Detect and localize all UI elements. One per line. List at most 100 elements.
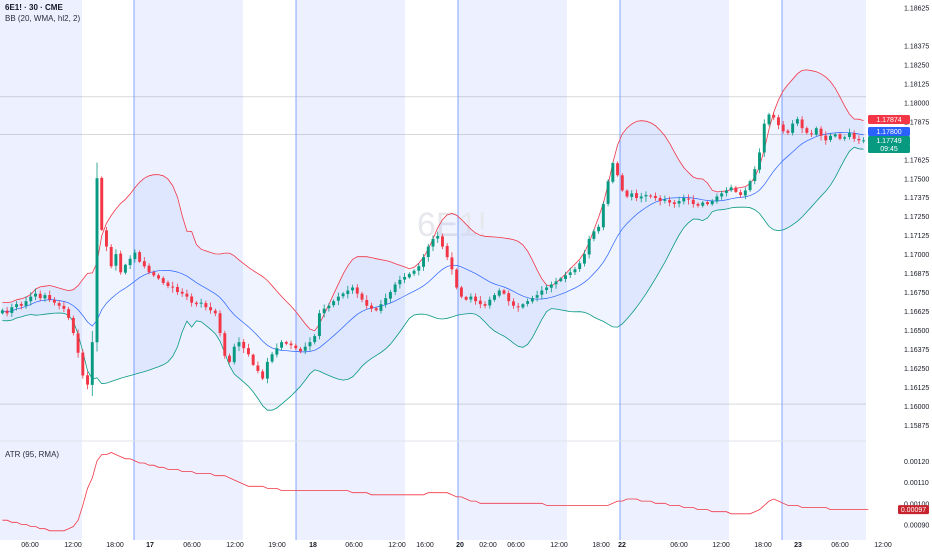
candle-body (852, 133, 856, 139)
candle-body (455, 269, 459, 288)
candle-body (573, 269, 577, 273)
candle (625, 189, 629, 199)
candle-body (507, 293, 511, 302)
candle (265, 357, 269, 384)
candle (824, 131, 828, 145)
candle-body (611, 163, 615, 182)
candle-body (568, 272, 572, 275)
price-badge-bg (868, 136, 910, 145)
candle-body (819, 128, 823, 136)
candle (24, 296, 28, 309)
candle (554, 277, 558, 289)
price-tick-label: 1.16625 (904, 309, 929, 316)
candle (677, 196, 681, 208)
time-label-day: 22 (618, 542, 626, 549)
candle (455, 268, 459, 290)
candle (76, 329, 80, 358)
candle-body (152, 272, 156, 276)
candle-body (635, 193, 638, 198)
candle-body (213, 310, 217, 314)
candle-body (412, 270, 416, 274)
candle (720, 190, 724, 200)
candle (29, 292, 33, 306)
time-label: 12:00 (874, 542, 892, 549)
candle-body (564, 275, 567, 279)
candle (635, 189, 638, 202)
time-label: 02:00 (479, 542, 497, 549)
candle (218, 310, 222, 337)
candle (663, 195, 667, 204)
candle (601, 201, 605, 231)
candle-body (19, 303, 23, 306)
candle-body (862, 140, 866, 142)
candle-body (161, 278, 165, 283)
candle-body (791, 123, 795, 133)
candle (724, 187, 728, 197)
candle-body (228, 355, 231, 362)
symbol-legend[interactable]: 6E1! · 30 · CME (5, 3, 63, 12)
candle-body (554, 281, 558, 285)
candle (355, 284, 359, 298)
candle-body (753, 169, 757, 181)
candle (270, 351, 274, 364)
candle-body (592, 231, 596, 239)
price-tick-label: 1.15875 (904, 423, 929, 430)
candle-body (180, 291, 184, 294)
candle-body (516, 306, 520, 308)
candle (847, 128, 851, 140)
candle-body (706, 202, 709, 205)
candle-body (639, 196, 643, 199)
candle (436, 231, 440, 243)
candle-body (29, 296, 33, 302)
atr-legend[interactable]: ATR (95, RMA) (5, 450, 60, 459)
candle (119, 250, 123, 275)
candle-body (308, 342, 312, 347)
candle (147, 263, 151, 275)
time-axis[interactable]: 06:00 12:00 18:00 17 06:00 12:00 19:00 18 06:00 1… (21, 542, 892, 549)
candle (649, 194, 653, 199)
candle (734, 185, 738, 194)
candle (223, 330, 227, 359)
candle (294, 343, 298, 350)
candle (48, 290, 52, 303)
candle-body (360, 293, 364, 300)
candle (171, 281, 175, 293)
candle (762, 119, 766, 157)
candle (232, 343, 236, 365)
candle-body (743, 190, 747, 196)
time-label-day: 20 (456, 542, 464, 549)
price-tick-label: 1.16500 (904, 328, 929, 335)
candle-body (223, 333, 227, 356)
candle-body (190, 296, 194, 303)
atr-axis[interactable]: 0.00120 0.00110 0.00100 0.00090 0.00097 (898, 459, 929, 529)
candle (715, 193, 719, 204)
atr-tick-label: 0.00110 (904, 480, 929, 487)
candle-body (748, 181, 752, 191)
candle (781, 120, 785, 134)
candle (549, 281, 553, 293)
candle-body (299, 348, 302, 352)
price-tick-label: 1.16250 (904, 366, 929, 373)
candle-body (175, 286, 179, 293)
candle (332, 299, 336, 308)
price-badge: 09:45 (868, 144, 910, 153)
candle (710, 199, 714, 206)
session-band (134, 0, 243, 540)
candle-body (81, 352, 85, 376)
candle (630, 190, 634, 201)
candle (166, 280, 170, 289)
candle-body (729, 187, 733, 191)
bb-legend[interactable]: BB (20, WMA, hl2, 2) (5, 14, 81, 23)
candle-body (242, 341, 246, 349)
bb-lower-band (2, 146, 864, 411)
candle (497, 288, 501, 298)
price-axis[interactable]: 1.18625 1.18375 1.18250 1.18125 1.18000 1.178… (868, 6, 929, 430)
candle-body (436, 235, 440, 239)
candle-body (388, 292, 392, 299)
candle (426, 243, 430, 262)
candle (696, 202, 700, 208)
candle (653, 192, 657, 201)
candle-body (795, 119, 799, 124)
